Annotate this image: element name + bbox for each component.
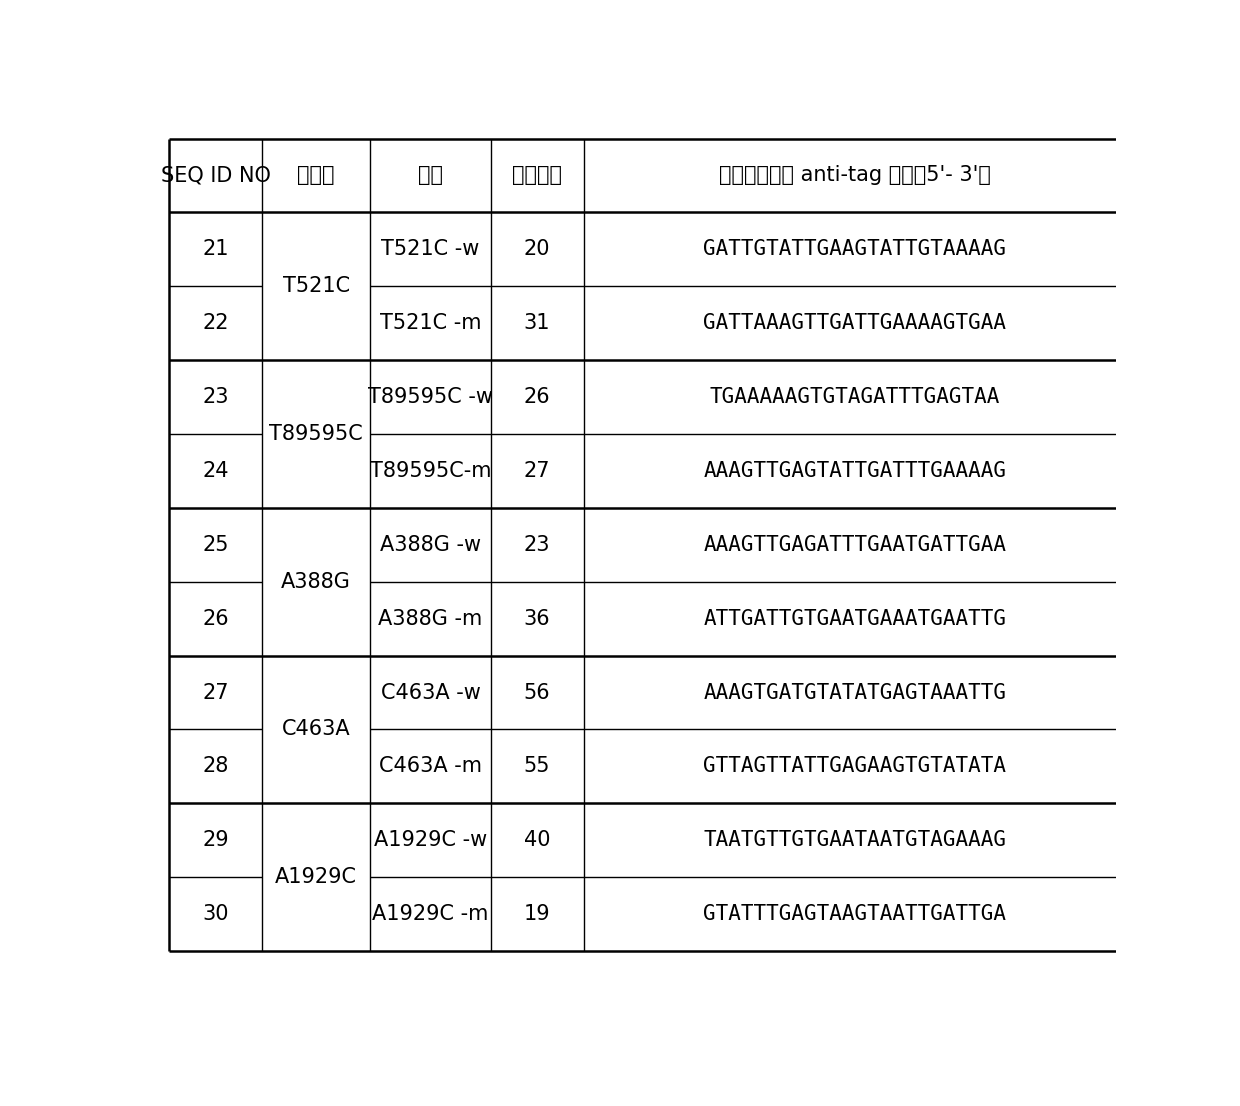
Text: 微球上对应的 anti-tag 序列（5'- 3'）: 微球上对应的 anti-tag 序列（5'- 3'）	[719, 166, 991, 186]
Text: 30: 30	[202, 905, 228, 925]
Text: 27: 27	[202, 682, 228, 702]
Text: C463A -m: C463A -m	[379, 757, 482, 776]
Text: T89595C: T89595C	[269, 424, 363, 444]
Text: AAAGTTGAGATTTGAATGATTGAA: AAAGTTGAGATTTGAATGATTGAA	[703, 534, 1007, 555]
Text: T521C -w: T521C -w	[382, 239, 480, 259]
Text: T89595C -w: T89595C -w	[368, 387, 494, 407]
Text: 25: 25	[202, 534, 228, 555]
Text: 36: 36	[523, 608, 551, 628]
Text: A388G: A388G	[281, 572, 351, 592]
Text: A1929C -m: A1929C -m	[372, 905, 489, 925]
Text: GATTGTATTGAAGTATTGTAAAAG: GATTGTATTGAAGTATTGTAAAAG	[703, 239, 1007, 259]
Text: C463A: C463A	[281, 720, 351, 740]
Text: 21: 21	[202, 239, 228, 259]
Text: 29: 29	[202, 831, 228, 851]
Text: 19: 19	[523, 905, 551, 925]
Text: TAATGTTGTGAATAATGTAGAAAG: TAATGTTGTGAATAATGTAGAAAG	[703, 831, 1007, 851]
Text: C463A -w: C463A -w	[381, 682, 480, 702]
Text: GTTAGTTATTGAGAAGTGTATATA: GTTAGTTATTGAGAAGTGTATATA	[703, 757, 1007, 776]
Text: 55: 55	[523, 757, 551, 776]
Text: 31: 31	[523, 313, 551, 333]
Text: T89595C-m: T89595C-m	[370, 461, 491, 481]
Text: 23: 23	[202, 387, 228, 407]
Text: A388G -w: A388G -w	[379, 534, 481, 555]
Text: 24: 24	[202, 461, 228, 481]
Text: 56: 56	[523, 682, 551, 702]
Text: GATTAAAGTTGATTGAAAAGTGAA: GATTAAAGTTGATTGAAAAGTGAA	[703, 313, 1007, 333]
Text: 22: 22	[202, 313, 228, 333]
Text: T521C: T521C	[283, 276, 350, 296]
Text: TGAAAAAGTGTAGATTTGAGTAA: TGAAAAAGTGTAGATTTGAGTAA	[709, 387, 999, 407]
Text: 40: 40	[523, 831, 551, 851]
Text: 27: 27	[523, 461, 551, 481]
Text: 26: 26	[523, 387, 551, 407]
Text: ATTGATTGTGAATGAAATGAATTG: ATTGATTGTGAATGAAATGAATTG	[703, 608, 1007, 628]
Text: 微球编号: 微球编号	[512, 166, 562, 186]
Text: AAAGTTGAGTATTGATTTGAAAAG: AAAGTTGAGTATTGATTTGAAAAG	[703, 461, 1007, 481]
Text: GTATTTGAGTAAGTAATTGATTGA: GTATTTGAGTAAGTAATTGATTGA	[703, 905, 1007, 925]
Text: 23: 23	[523, 534, 551, 555]
Text: A1929C: A1929C	[275, 867, 357, 887]
Text: SEQ ID NO: SEQ ID NO	[160, 166, 270, 186]
Text: A1929C -w: A1929C -w	[374, 831, 487, 851]
Text: 26: 26	[202, 608, 228, 628]
Text: 28: 28	[202, 757, 228, 776]
Text: 20: 20	[523, 239, 551, 259]
Text: AAAGTGATGTATATGAGTAAATTG: AAAGTGATGTATATGAGTAAATTG	[703, 682, 1007, 702]
Text: T521C -m: T521C -m	[379, 313, 481, 333]
Text: 基因型: 基因型	[298, 166, 335, 186]
Text: 类型: 类型	[418, 166, 443, 186]
Text: A388G -m: A388G -m	[378, 608, 482, 628]
